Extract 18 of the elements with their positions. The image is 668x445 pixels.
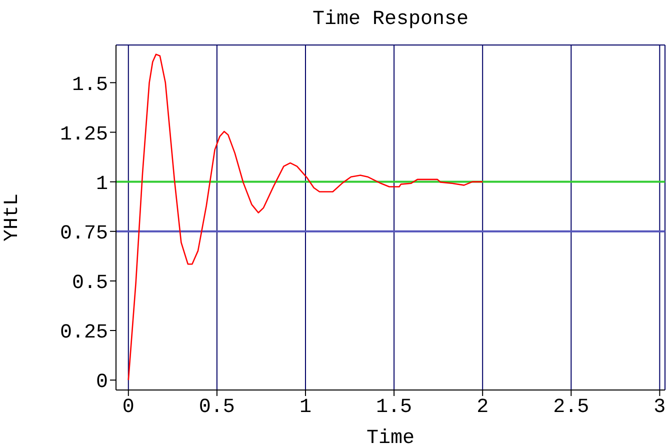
- y-tick-label: 0.25: [60, 322, 108, 345]
- y-tick-label: 1.25: [60, 123, 108, 146]
- y-tick-label: 0.75: [60, 222, 108, 246]
- chart-title: Time Response: [311, 8, 470, 31]
- line-series: [128, 54, 484, 381]
- x-tick-label: 1: [299, 396, 312, 420]
- y-tick-label: 0: [96, 371, 108, 394]
- y-tick-label: 1: [96, 172, 108, 196]
- y-tick-label: 1.5: [72, 74, 108, 97]
- x-tick-label: 2.5: [553, 396, 590, 420]
- x-tick-label: 0.5: [198, 396, 235, 420]
- x-tick-label: 3: [654, 396, 666, 420]
- y-axis-title: YHtL: [1, 193, 24, 242]
- x-tick-label: 1.5: [376, 396, 412, 420]
- x-tick-label: 2: [476, 396, 489, 420]
- x-tick-label: 0: [122, 396, 134, 420]
- y-tick-label: 0.5: [72, 272, 108, 296]
- x-axis-title: Time: [366, 427, 415, 445]
